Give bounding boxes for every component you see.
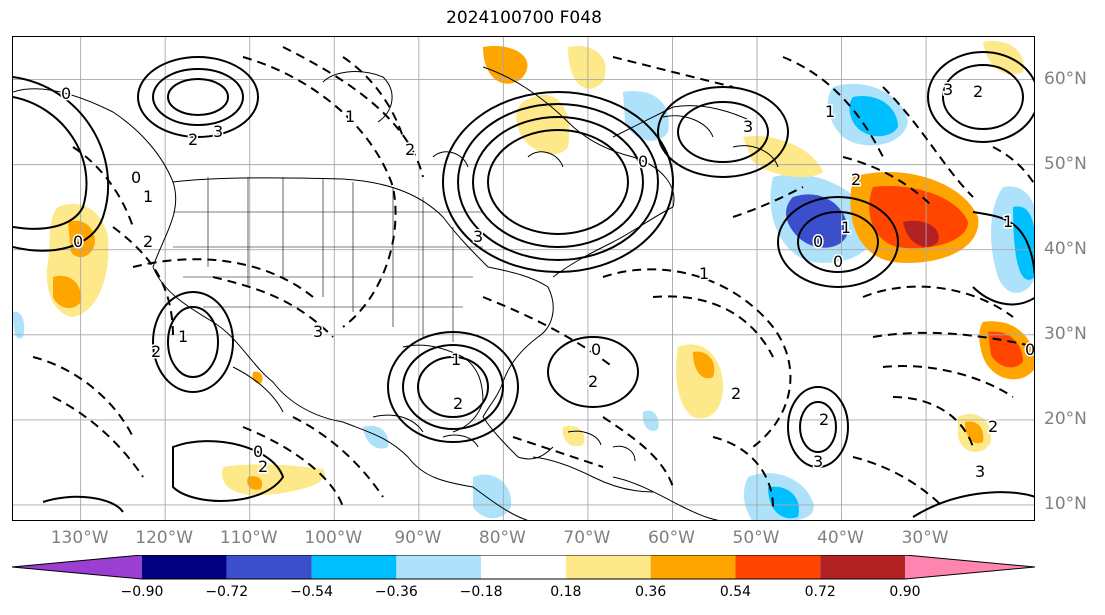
- contour-label: 2: [911, 518, 921, 521]
- latitude-label: 20°N: [1044, 408, 1087, 429]
- contour-label: 0: [131, 168, 141, 187]
- contour-label: 2: [731, 384, 741, 403]
- contour-label: 2: [453, 394, 463, 413]
- contour-label: 2: [151, 342, 161, 361]
- colorbar-tick-label: −0.36: [374, 584, 418, 600]
- colorbar-tick-label: 0.54: [719, 584, 752, 600]
- longitude-label: 100°W: [304, 528, 363, 548]
- colorbar-tick-label: 0.18: [550, 584, 582, 600]
- contour-labels: 0231021230120023102032102031203210223102: [54, 79, 1035, 521]
- contour-label: 1: [178, 327, 188, 346]
- longitude-label: 40°W: [817, 528, 865, 548]
- contour-label: 1: [451, 350, 461, 369]
- contour-label: 0: [55, 520, 65, 521]
- contour-label: 2: [973, 82, 983, 101]
- contour-label: 3: [313, 322, 323, 341]
- contour-label: 2: [405, 140, 415, 159]
- colorbar-segment: [820, 555, 905, 579]
- longitude-label: 130°W: [50, 528, 109, 548]
- contour-label: 0: [528, 520, 538, 521]
- colorbar-segment: [226, 555, 312, 579]
- latitude-label: 60°N: [1044, 68, 1087, 89]
- contour-label: 1: [345, 107, 355, 126]
- colorbar-tick-label: −0.72: [205, 584, 249, 600]
- contour-label: 0: [1025, 340, 1035, 359]
- chart-title: 2024100700 F048: [446, 8, 602, 28]
- latitude-label: 30°N: [1044, 323, 1087, 344]
- contours-solid: [13, 51, 1034, 518]
- contour-label: 3: [743, 117, 753, 136]
- longitude-label: 120°W: [135, 528, 194, 548]
- contour-label: 0: [813, 232, 823, 251]
- colorbar-segment: [565, 555, 651, 579]
- contour-label: 2: [143, 232, 153, 251]
- shading-layer: [13, 41, 1034, 520]
- map-canvas: 0231021230120023102032102031203210223102: [13, 37, 1035, 521]
- contour-label: 2: [588, 372, 598, 391]
- longitude-label: 80°W: [478, 528, 526, 548]
- state-borders: [173, 177, 483, 342]
- colorbar-segment: [481, 555, 566, 579]
- colorbar-segment: [142, 555, 227, 579]
- contour-label: 3: [813, 452, 823, 471]
- colorbar-tick-label: −0.54: [290, 584, 333, 600]
- longitude-label: 60°W: [647, 528, 695, 548]
- contours-dashed: [32, 46, 1034, 508]
- contour-label: 0: [833, 252, 843, 271]
- contour-label: 3: [943, 80, 953, 99]
- colorbar-tick-label: 0.72: [804, 584, 836, 600]
- colorbar-segment: [311, 555, 397, 579]
- contour-label: 0: [73, 232, 83, 251]
- longitude-label: 30°W: [901, 528, 949, 548]
- colorbar-tick-label: 0.36: [635, 584, 667, 600]
- colorbar-tick-label: −0.90: [120, 584, 164, 600]
- contour-label: 2: [819, 410, 829, 429]
- colorbar-tick-label: 0.90: [889, 584, 921, 600]
- longitude-label: 70°W: [563, 528, 611, 548]
- colorbar: [11, 555, 1036, 580]
- colorbar-segment: [650, 555, 736, 579]
- longitude-label: 90°W: [394, 528, 442, 548]
- latitude-label: 40°N: [1044, 238, 1087, 259]
- colorbar-segment: [396, 555, 482, 579]
- colorbar-extend-low: [12, 555, 142, 579]
- contour-label: 3: [213, 122, 223, 141]
- contour-label: 3: [975, 462, 985, 481]
- contour-label: 1: [841, 218, 851, 237]
- contour-label: 1: [825, 102, 835, 121]
- colorbar-tick-label: −0.18: [459, 584, 503, 600]
- contour-label: 1: [699, 264, 709, 283]
- colorbar-outline: [11, 555, 1036, 580]
- contour-label: 3: [473, 227, 483, 246]
- contour-label: 2: [988, 417, 998, 436]
- contour-label: 1: [1003, 212, 1013, 231]
- colorbar-extend-high: [905, 555, 1035, 579]
- contour-label: 2: [851, 170, 861, 189]
- map-panel: 0231021230120023102032102031203210223102: [12, 36, 1035, 521]
- contour-label: 0: [61, 84, 71, 103]
- longitude-label: 110°W: [219, 528, 278, 548]
- contour-label: 0: [253, 442, 263, 461]
- latitude-label: 50°N: [1044, 153, 1087, 174]
- contour-label: 0: [879, 517, 889, 521]
- latitude-label: 10°N: [1044, 493, 1087, 514]
- colorbar-segment: [735, 555, 821, 579]
- contour-label: 2: [258, 457, 268, 476]
- contour-label: 0: [591, 340, 601, 359]
- contour-label: 1: [143, 187, 153, 206]
- longitude-label: 50°W: [732, 528, 780, 548]
- contour-label: 2: [188, 130, 198, 149]
- contour-label: 0: [638, 152, 648, 171]
